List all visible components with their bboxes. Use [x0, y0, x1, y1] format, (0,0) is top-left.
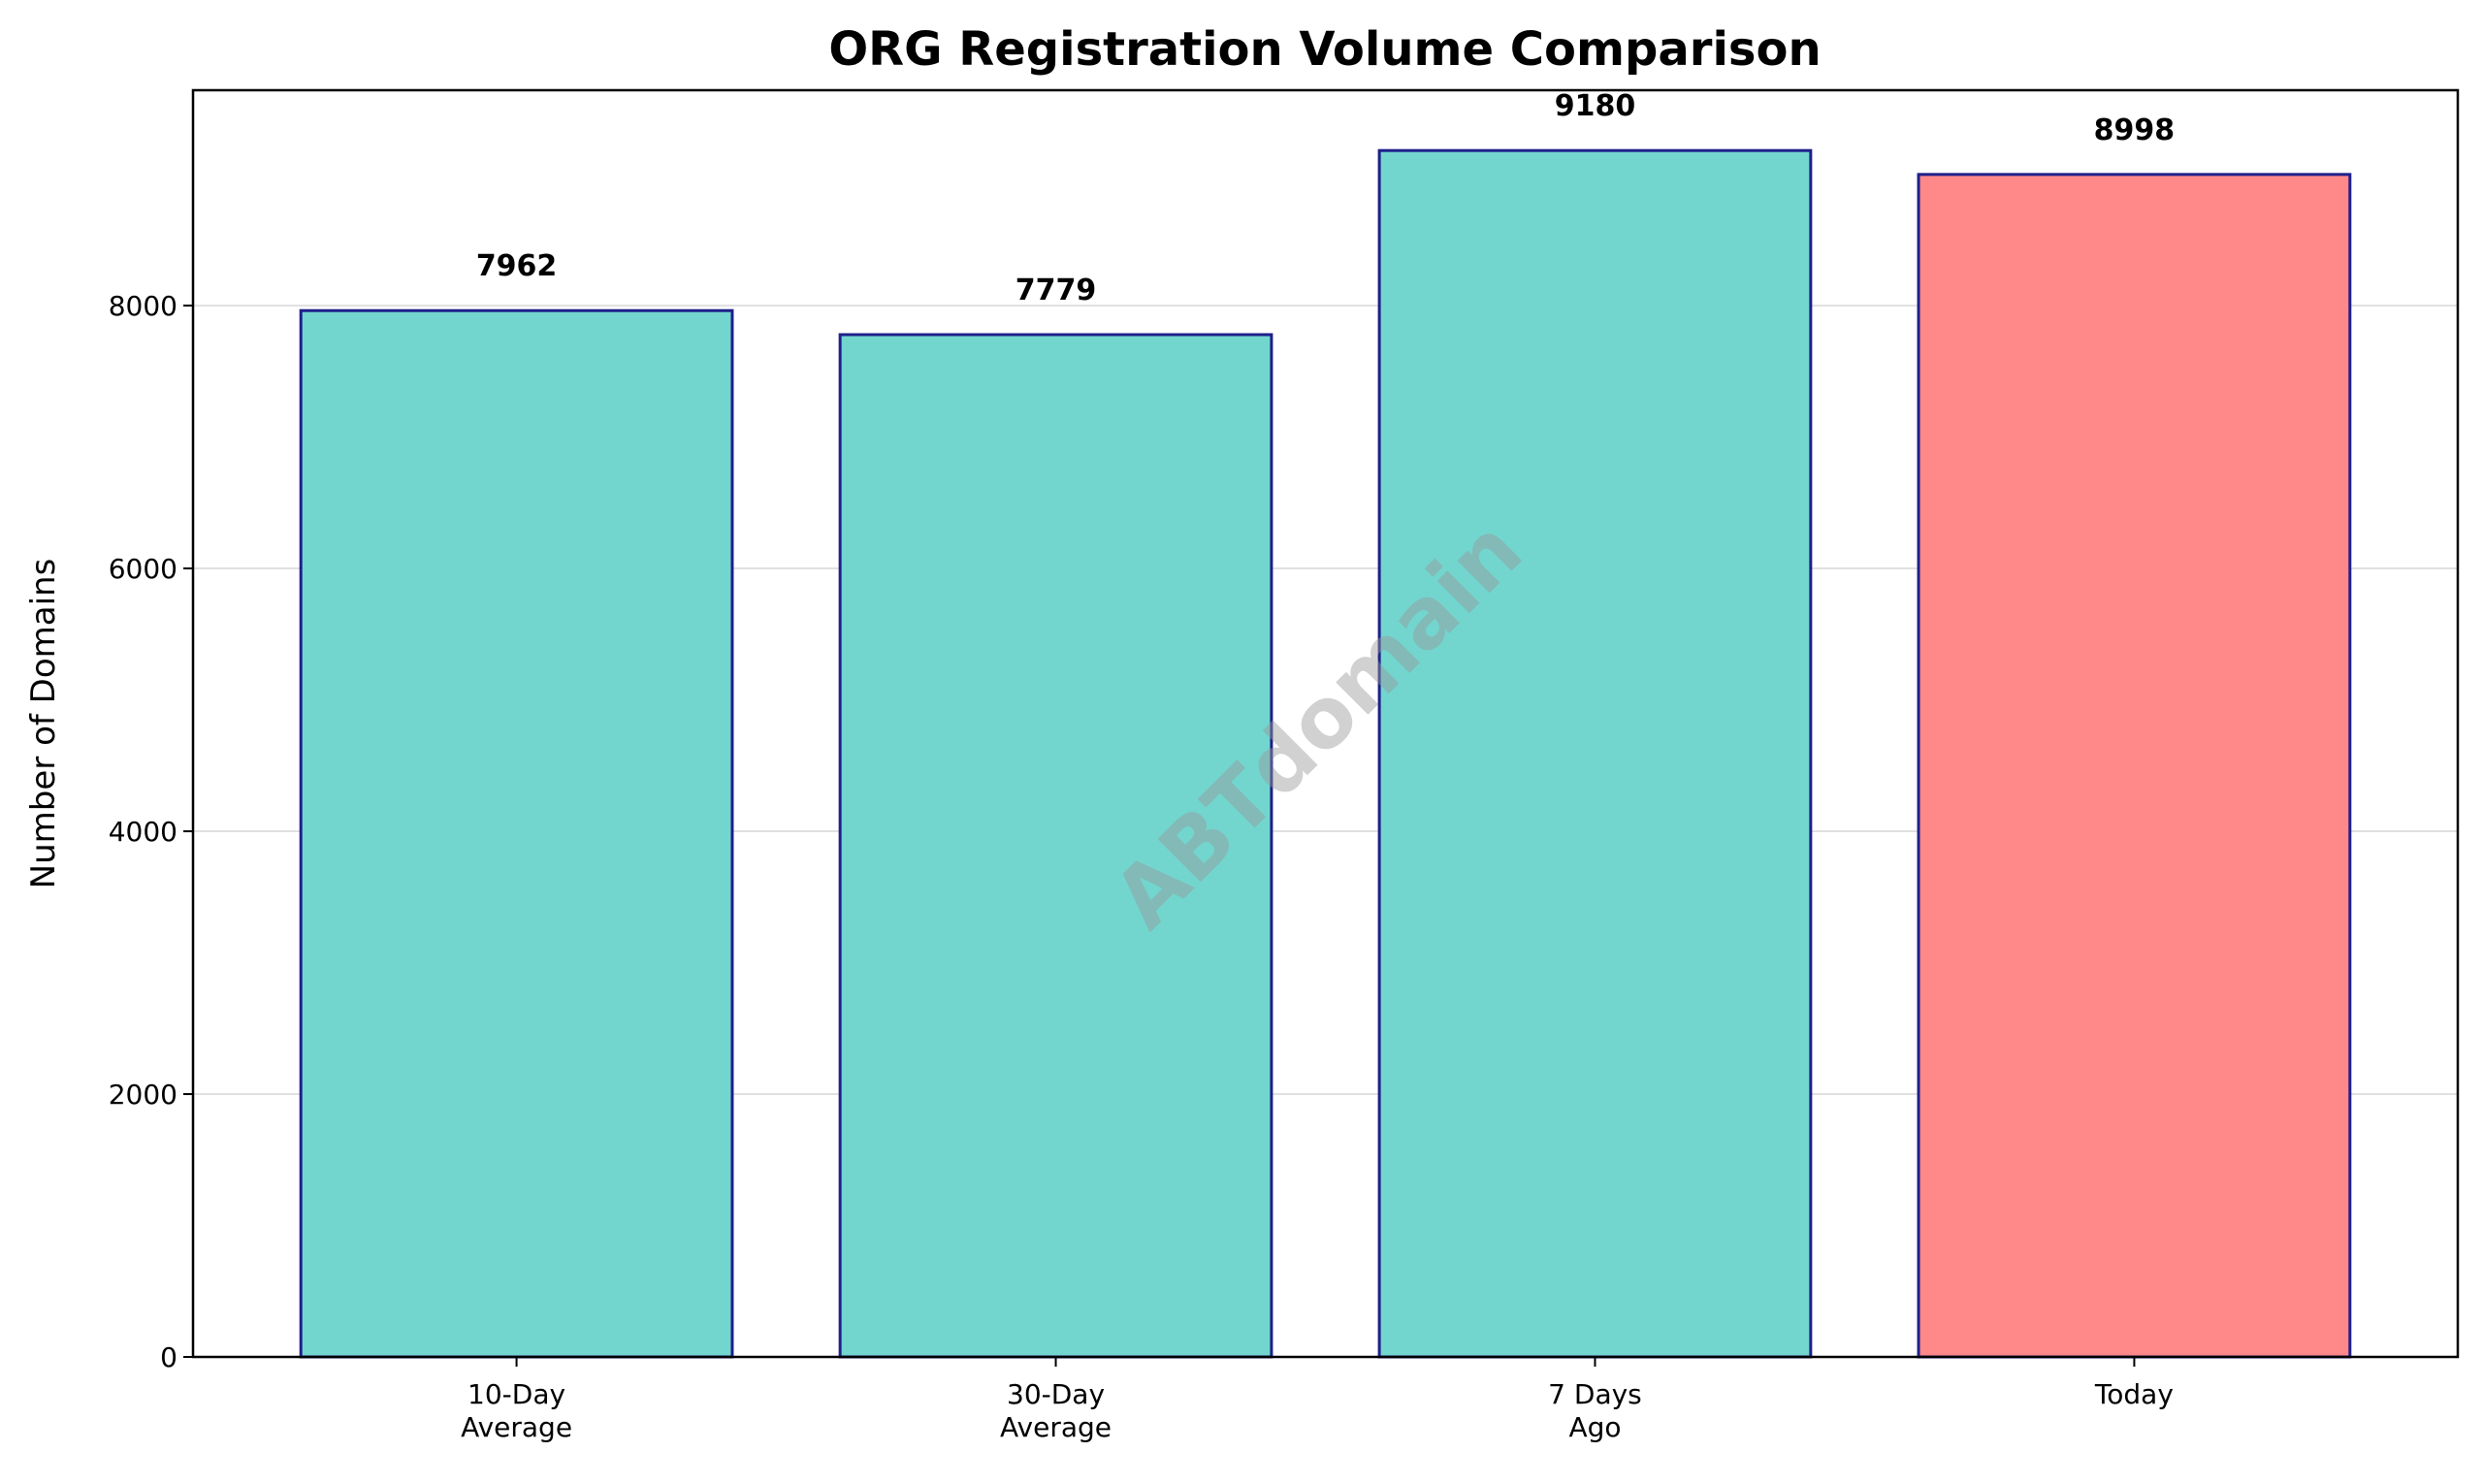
bar: [1377, 148, 1813, 1359]
plot-frame: [191, 88, 2460, 1359]
y-tick-label: 8000: [109, 290, 177, 322]
y-axis-label: Number of Domains: [24, 559, 63, 889]
x-tick-label: 7 Days: [1548, 1378, 1642, 1410]
y-tick-label: 0: [160, 1341, 177, 1373]
bar: [1917, 173, 2352, 1359]
x-tick-label: Ago: [1568, 1411, 1621, 1443]
bar: [299, 308, 734, 1359]
data-label: 9180: [1555, 89, 1636, 123]
y-tick-label: 4000: [109, 816, 177, 848]
x-tick-label: Today: [2094, 1378, 2174, 1410]
x-tick-label: 10-Day: [468, 1378, 565, 1410]
data-label: 7779: [1016, 274, 1097, 307]
y-tick-label: 2000: [109, 1079, 177, 1111]
bar: [838, 333, 1274, 1359]
x-tick-label: 30-Day: [1007, 1378, 1105, 1410]
data-label: 8998: [2094, 113, 2176, 147]
x-tick-label: Average: [461, 1411, 572, 1443]
y-tick-label: 6000: [109, 553, 177, 585]
chart-title: ORG Registration Volume Comparison: [828, 22, 1821, 77]
x-tick-label: Average: [1000, 1411, 1112, 1443]
data-label: 7962: [476, 249, 558, 283]
